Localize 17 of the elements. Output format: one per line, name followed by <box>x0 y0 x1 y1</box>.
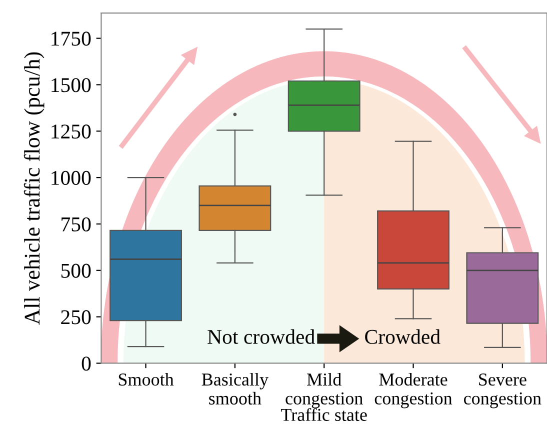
y-tick-label: 500 <box>61 264 91 278</box>
y-tick-label: 250 <box>61 310 91 324</box>
annotation: Crowded <box>365 329 440 344</box>
x-tick-label: Mild congestion <box>286 372 363 408</box>
x-tick-label: Smooth <box>118 372 174 386</box>
x-tick-label: Basically smooth <box>202 372 268 405</box>
y-tick-label: 1250 <box>52 124 91 139</box>
x-tick-label: Moderate congestion <box>374 372 452 408</box>
x-tick-label: Severe congestion <box>464 374 542 408</box>
y-tick-label: 750 <box>62 217 91 232</box>
y-tick-label: 0 <box>82 356 91 371</box>
y-tick-label: 1750 <box>52 32 91 46</box>
y-tick-label: 1500 <box>52 78 91 92</box>
y-tick-label: 1000 <box>52 170 91 185</box>
y-axis-title: All vehicle traffic flow (pcu/h) <box>24 52 44 325</box>
x-axis-title: Traffic state <box>281 408 367 421</box>
annotation: Not crowded <box>208 329 315 344</box>
